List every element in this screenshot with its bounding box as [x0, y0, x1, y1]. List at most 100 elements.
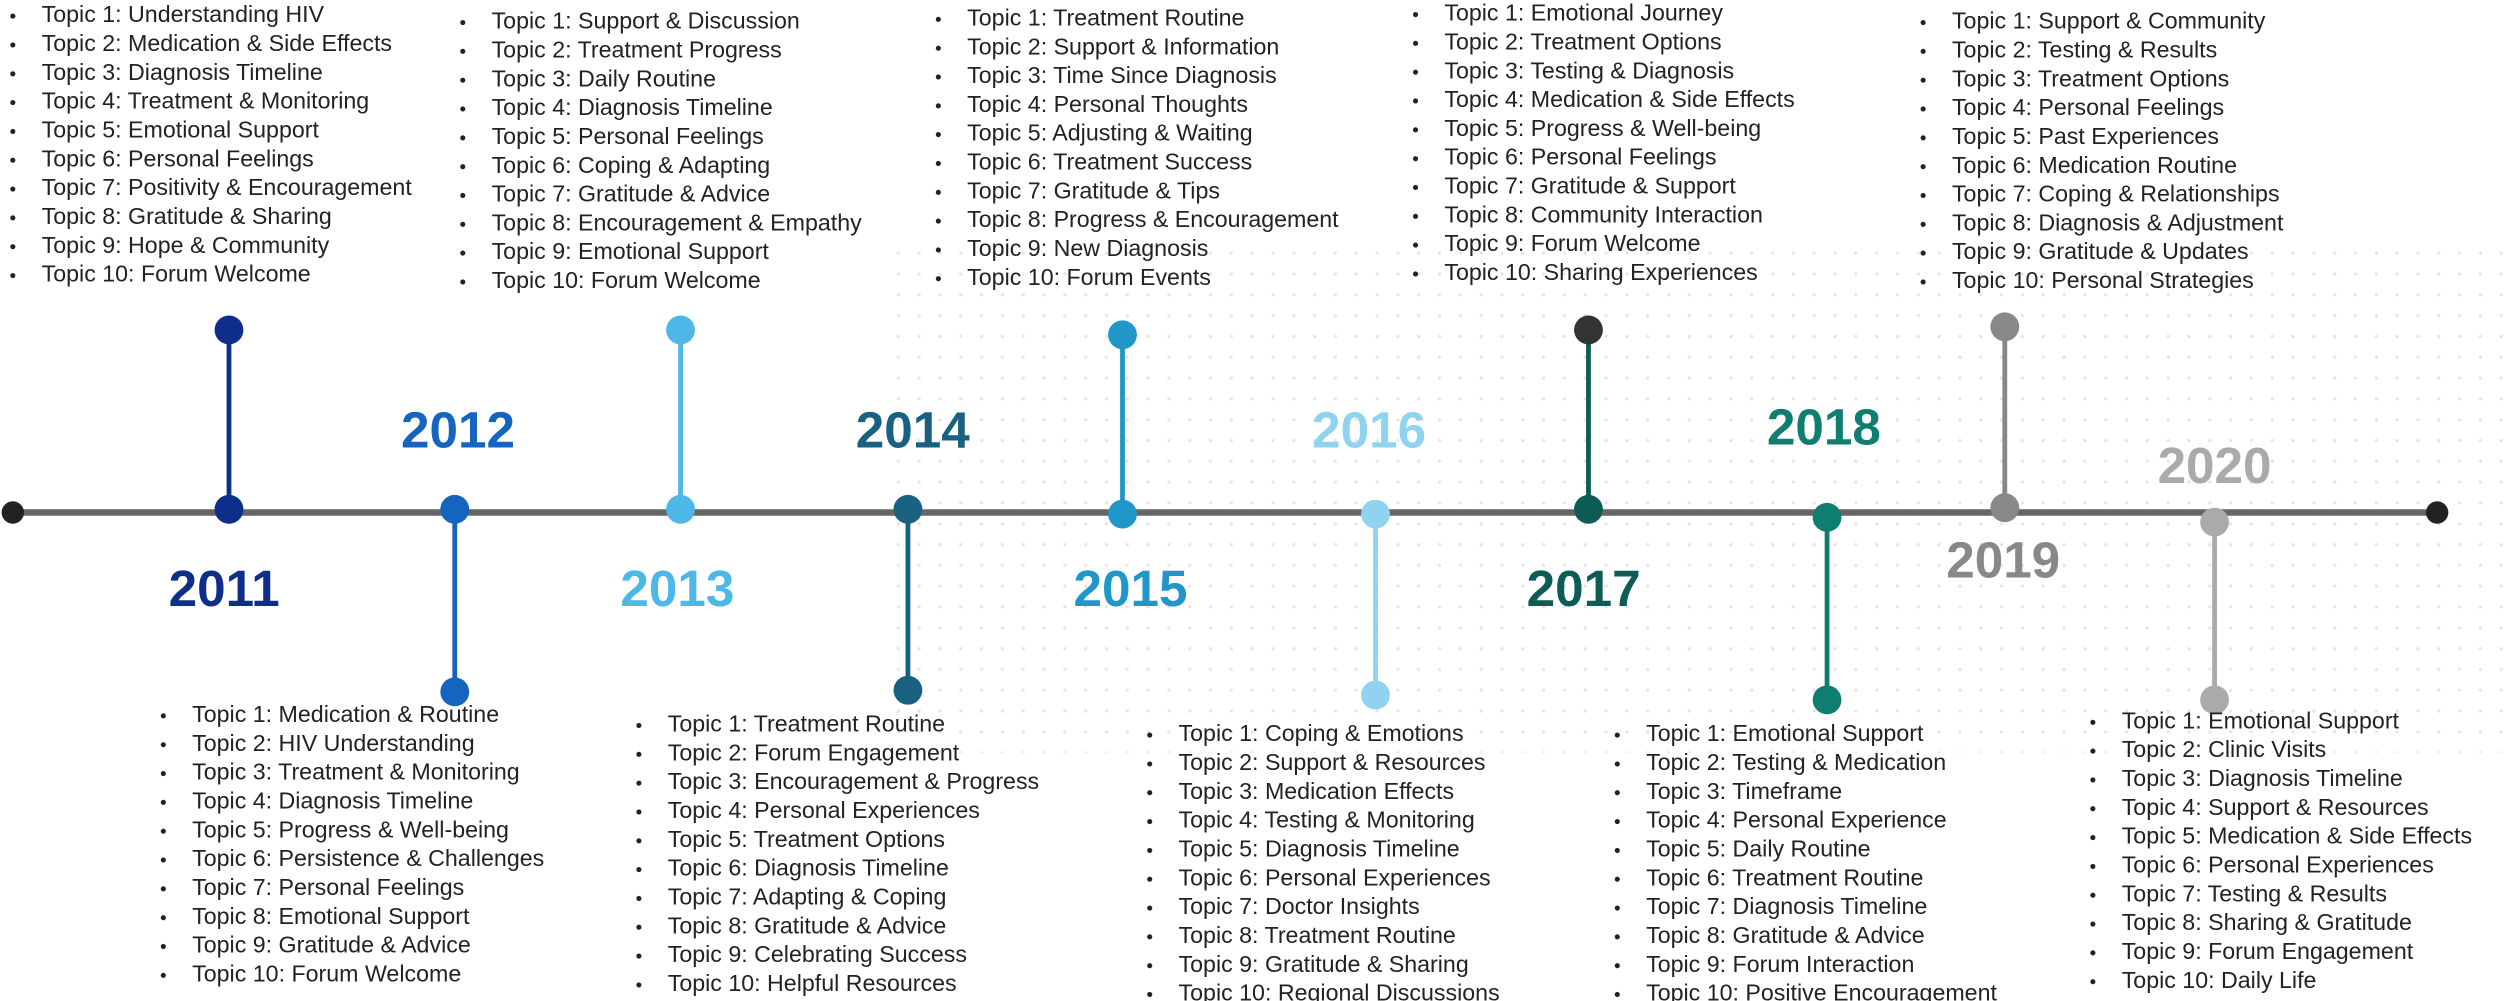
- topic: Topic 10: Personal Strategies: [1952, 267, 2254, 293]
- topic: Topic 4: Diagnosis Timeline: [192, 787, 473, 813]
- topic: Topic 4: Personal Experience: [1646, 807, 1947, 833]
- topic: Topic 5: Daily Routine: [1646, 836, 1870, 862]
- bullet: [1412, 11, 1419, 18]
- bullet: [636, 809, 642, 815]
- topic: Topic 5: Adjusting & Waiting: [967, 120, 1252, 146]
- topic: Topic 3: Diagnosis Timeline: [2122, 765, 2403, 791]
- axis-dot: [440, 494, 470, 524]
- bullet: [1920, 77, 1926, 83]
- bullet: [1412, 271, 1419, 277]
- bullet: [1920, 221, 1926, 227]
- bullet: [460, 221, 466, 227]
- year-label: 2017: [1527, 560, 1641, 617]
- bullet: [1412, 98, 1419, 104]
- topic: Topic 4: Medication & Side Effects: [1444, 86, 1794, 112]
- bullet: [935, 45, 941, 51]
- bullet: [1920, 19, 1926, 26]
- bullet: [460, 48, 466, 54]
- topic: Topic 3: Daily Routine: [492, 65, 716, 91]
- bullet: [1614, 790, 1620, 796]
- topic: Topic 5: Progress & Well-being: [192, 816, 509, 842]
- bullet: [10, 186, 16, 192]
- topic: Topic 2: Testing & Medication: [1646, 749, 1946, 775]
- topic: Topic 2: Medication & Side Effects: [42, 30, 392, 56]
- topic: Topic 2: Clinic Visits: [2122, 736, 2327, 762]
- year-label: 2013: [620, 560, 734, 617]
- bullet: [460, 77, 466, 83]
- end-dot: [1108, 320, 1137, 350]
- bullet: [1614, 761, 1620, 767]
- end-dot: [666, 315, 695, 345]
- topic: Topic 10: Forum Welcome: [192, 960, 461, 986]
- bullet: [1920, 250, 1926, 256]
- topic: Topic 3: Encouragement & Progress: [668, 768, 1039, 794]
- topic: Topic 5: Diagnosis Timeline: [1179, 836, 1460, 862]
- bullet: [460, 164, 466, 170]
- topic: Topic 6: Personal Experiences: [1179, 864, 1491, 890]
- topic: Topic 9: Emotional Support: [492, 238, 770, 264]
- end-dot: [1990, 312, 2020, 342]
- topic: Topic 8: Emotional Support: [192, 903, 470, 929]
- bullet: [935, 103, 941, 109]
- bullet: [1614, 934, 1620, 940]
- topic: Topic 6: Personal Feelings: [1444, 144, 1716, 170]
- topic: Topic 9: Gratitude & Advice: [192, 932, 471, 958]
- bullet: [1412, 40, 1419, 46]
- topic: Topic 6: Coping & Adapting: [492, 152, 771, 178]
- end-dot: [214, 315, 244, 345]
- topic: Topic 1: Support & Community: [1952, 8, 2266, 34]
- topic: Topic 3: Testing & Diagnosis: [1444, 57, 1734, 83]
- bullet: [1614, 991, 1620, 998]
- bullet: [10, 244, 16, 250]
- topic: Topic 3: Timeframe: [1646, 778, 1842, 804]
- topic: Topic 5: Emotional Support: [42, 117, 320, 143]
- year-label: 2015: [1074, 560, 1188, 617]
- topic: Topic 8: Gratitude & Advice: [668, 912, 947, 938]
- topic: Topic 10: Daily Life: [2122, 967, 2317, 993]
- topic: Topic 4: Diagnosis Timeline: [492, 94, 773, 120]
- bullet: [1920, 164, 1926, 170]
- topic: Topic 5: Personal Feelings: [492, 123, 764, 149]
- axis-dot: [1990, 493, 2020, 523]
- bullet: [1412, 69, 1419, 75]
- topic: Topic 8: Treatment Routine: [1179, 922, 1456, 948]
- end-dot: [440, 677, 470, 707]
- topic: Topic 4: Support & Resources: [2122, 794, 2429, 820]
- topic: Topic 7: Adapting & Coping: [668, 884, 947, 910]
- bullet: [2090, 892, 2096, 898]
- topic: Topic 9: Forum Welcome: [1444, 230, 1700, 256]
- axis-dot: [893, 494, 923, 524]
- bullet: [636, 895, 642, 901]
- bullet: [2090, 748, 2096, 754]
- bullet: [1147, 876, 1153, 882]
- dot-background: [896, 240, 2506, 753]
- topic: Topic 4: Personal Thoughts: [967, 91, 1248, 117]
- topic: Topic 1: Emotional Journey: [1444, 0, 1723, 26]
- topic: Topic 5: Medication & Side Effects: [2122, 823, 2472, 849]
- topic: Topic 4: Testing & Monitoring: [1179, 807, 1475, 833]
- topic: Topic 2: HIV Understanding: [192, 730, 474, 756]
- bullet: [935, 189, 941, 195]
- bullet: [160, 742, 166, 748]
- topic: Topic 4: Personal Feelings: [1952, 94, 2224, 120]
- bullet: [1614, 818, 1620, 825]
- end-dot: [1574, 315, 1603, 345]
- topic: Topic 10: Forum Welcome: [492, 267, 761, 293]
- topic: Topic 7: Positivity & Encouragement: [42, 174, 413, 200]
- topic: Topic 1: Understanding HIV: [42, 1, 325, 27]
- bullet: [10, 157, 16, 163]
- bullet: [10, 13, 16, 19]
- bullet: [460, 192, 466, 199]
- topic: Topic 8: Community Interaction: [1444, 201, 1763, 227]
- bullet: [1920, 106, 1926, 112]
- bullet: [10, 42, 16, 48]
- topic: Topic 3: Time Since Diagnosis: [967, 62, 1277, 88]
- topic: Topic 3: Treatment Options: [1952, 65, 2229, 91]
- topic: Topic 1: Treatment Routine: [668, 711, 945, 737]
- topic: Topic 2: Treatment Progress: [492, 36, 782, 62]
- bullet: [1412, 242, 1419, 248]
- bullet: [160, 915, 166, 921]
- bullet: [935, 160, 941, 166]
- end-dot: [893, 675, 923, 705]
- bullet: [1614, 905, 1620, 911]
